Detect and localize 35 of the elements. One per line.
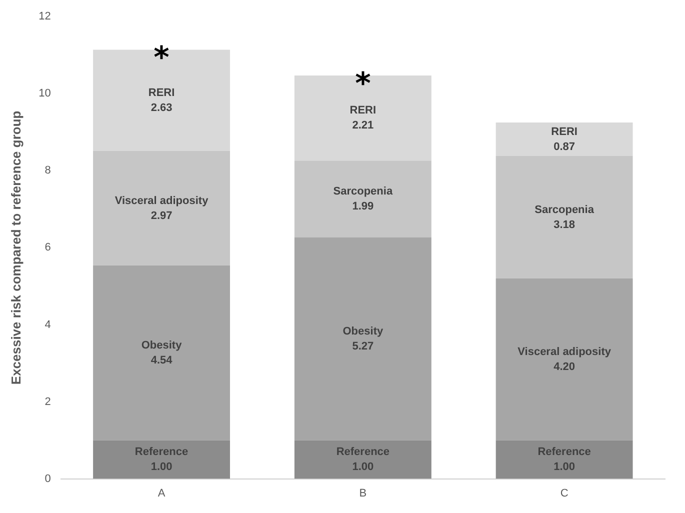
data-label: RERI 2.63: [148, 86, 175, 114]
x-tick-label: C: [560, 487, 568, 500]
bar: [93, 265, 230, 440]
bar: [93, 440, 230, 479]
data-label: Sarcopenia 3.18: [534, 204, 595, 231]
data-label: Obesity 5.27: [342, 325, 384, 352]
data-label: Visceral adiposity 4.20: [518, 346, 612, 373]
bar: [294, 237, 432, 440]
data-label: Reference 1.00: [336, 446, 390, 474]
bar: [294, 160, 432, 238]
data-label: Reference 1.00: [134, 446, 188, 474]
y-tick-label: 6: [44, 242, 51, 254]
y-axis-title: Excessive risk compared to reference group: [8, 110, 24, 385]
y-tick-label: 8: [44, 164, 51, 177]
x-tick-label: B: [359, 487, 367, 500]
y-tick-label: 0: [44, 472, 51, 485]
bar: [496, 278, 633, 440]
y-tick-label: 10: [38, 88, 51, 100]
annotation: *: [154, 40, 170, 76]
data-label: RERI 2.21: [350, 104, 376, 132]
data-label: Visceral adiposity 2.97: [114, 194, 210, 222]
annotation: *: [355, 66, 372, 102]
x-tick-label: A: [158, 487, 166, 500]
data-label: Obesity 4.54: [141, 339, 183, 366]
bar: [496, 122, 633, 156]
bar: [496, 156, 633, 279]
y-tick-label: 4: [44, 318, 51, 331]
bar: [294, 440, 432, 479]
data-label: Sarcopenia 1.99: [333, 186, 394, 213]
bar: [93, 151, 230, 266]
bar: [496, 440, 633, 479]
data-label: Reference 1.00: [538, 446, 591, 474]
y-tick-label: 12: [38, 10, 51, 23]
data-label: RERI 0.87: [551, 126, 578, 153]
y-tick-label: 2: [44, 396, 51, 408]
